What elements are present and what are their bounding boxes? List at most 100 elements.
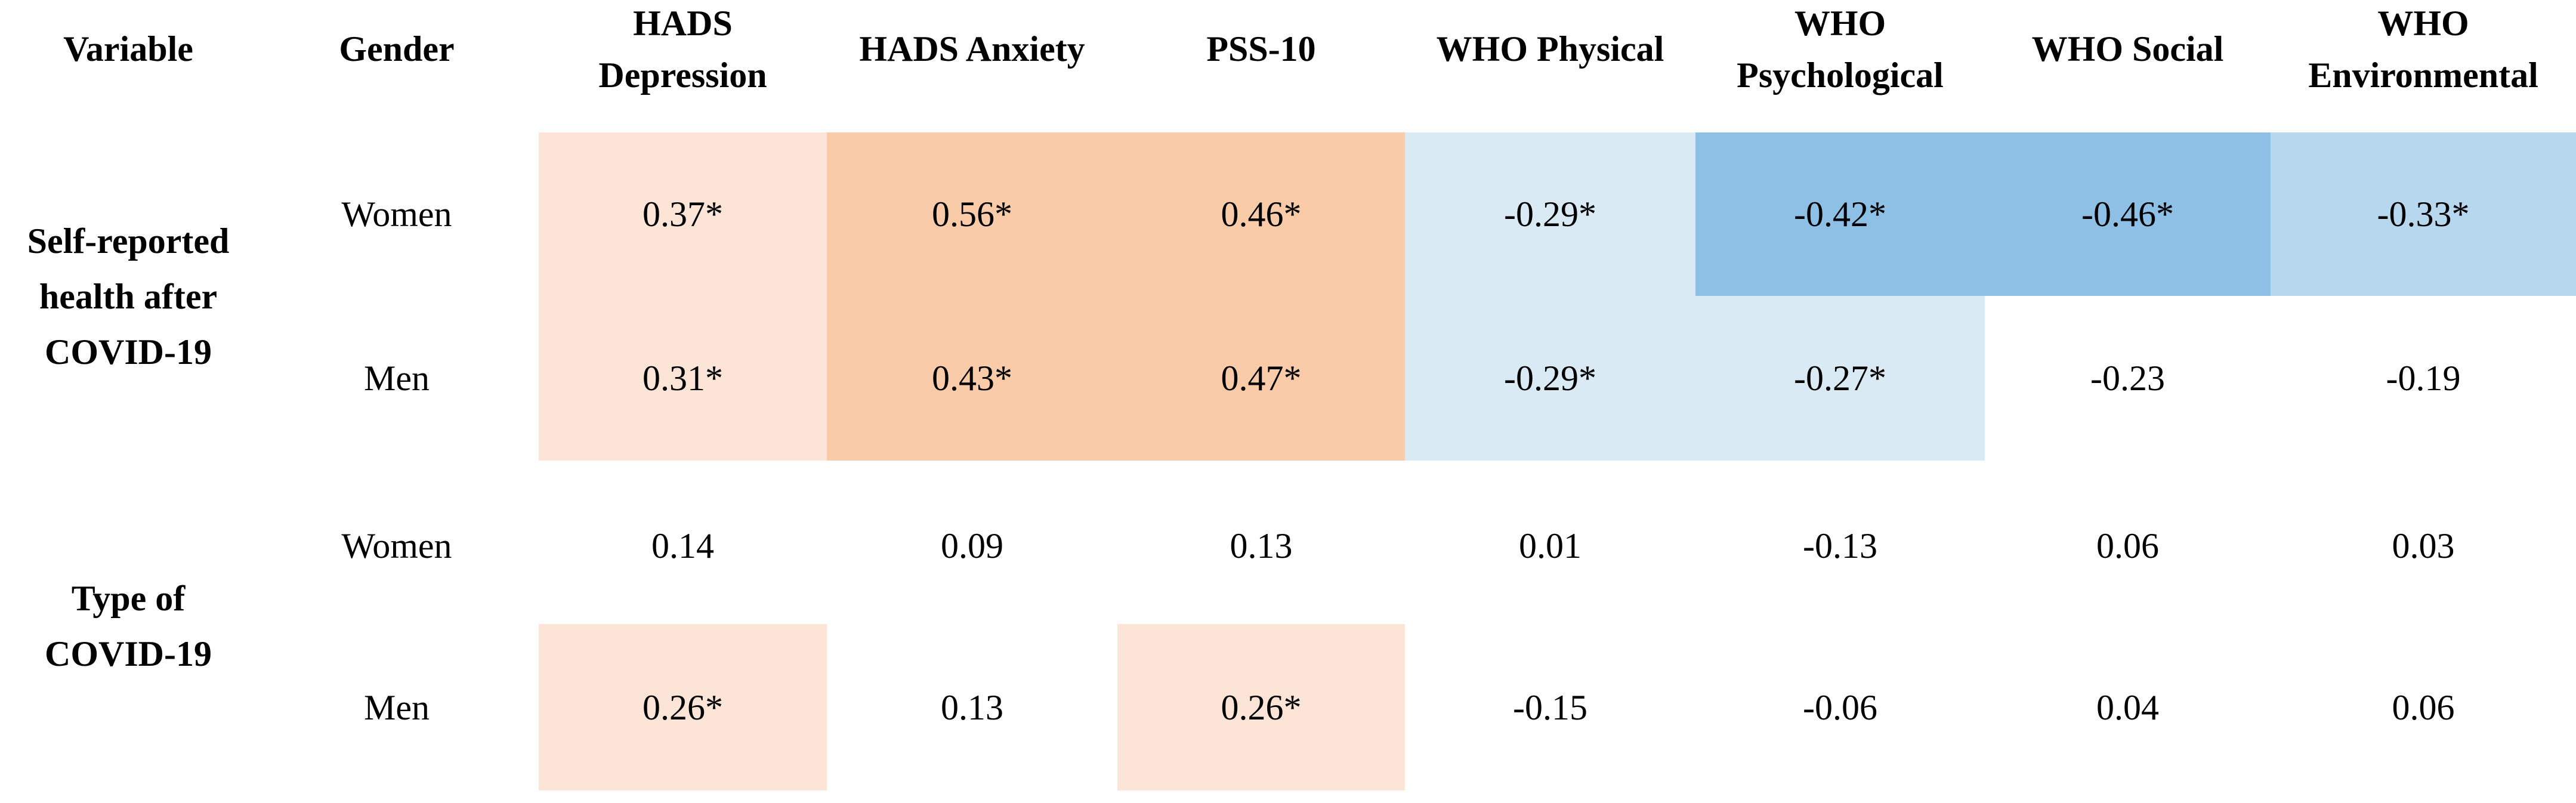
value-cell: 0.09 xyxy=(827,477,1117,614)
correlation-value: -0.46* xyxy=(2081,194,2174,234)
value-cell: 0.43* xyxy=(827,296,1117,461)
correlation-value: -0.15 xyxy=(1513,687,1587,727)
gender-label: Women xyxy=(341,194,452,234)
correlation-value: 0.43* xyxy=(932,359,1012,398)
header-label: PSS-10 xyxy=(1206,29,1316,69)
value-cell: -0.27* xyxy=(1695,296,1985,461)
correlation-value: -0.13 xyxy=(1803,526,1877,566)
correlation-value: 0.13 xyxy=(1230,526,1293,566)
correlation-value: 0.06 xyxy=(2392,687,2455,727)
variable-label-line: COVID-19 xyxy=(45,332,212,372)
value-cell: -0.29* xyxy=(1405,132,1695,296)
value-cell: 0.26* xyxy=(539,624,827,790)
header-label: Gender xyxy=(339,29,455,69)
value-cell: 0.13 xyxy=(827,624,1117,790)
gender-label-men-type: Men xyxy=(295,624,498,790)
correlation-value: 0.47* xyxy=(1221,359,1302,398)
correlation-value: 0.04 xyxy=(2096,687,2159,727)
value-cell: -0.42* xyxy=(1695,132,1985,296)
correlation-value: -0.23 xyxy=(2090,359,2165,398)
correlation-value: 0.09 xyxy=(941,526,1003,566)
correlation-value: 0.13 xyxy=(941,687,1003,727)
value-cell: 0.14 xyxy=(539,477,827,614)
correlation-value: -0.29* xyxy=(1504,194,1596,234)
value-cell: 0.03 xyxy=(2271,477,2576,614)
header-label-line2: Environmental xyxy=(2308,55,2538,95)
correlation-value: 0.31* xyxy=(643,359,723,398)
value-cell: 0.56* xyxy=(827,132,1117,296)
header-label: HADS xyxy=(633,3,733,43)
correlation-value: -0.29* xyxy=(1504,359,1596,398)
value-cell: 0.47* xyxy=(1117,296,1405,461)
value-cell: -0.29* xyxy=(1405,296,1695,461)
gender-label-men-selfreported: Men xyxy=(295,296,498,461)
row-group-label-self-reported-health: Self-reported health after COVID-19 xyxy=(0,132,257,461)
correlation-value: -0.19 xyxy=(2386,359,2461,398)
value-cell: -0.23 xyxy=(1985,296,2271,461)
value-cell: 0.46* xyxy=(1117,132,1405,296)
header-label: WHO xyxy=(2377,3,2469,43)
heat-block-pss10-men-type xyxy=(1117,624,1405,790)
correlation-value: 0.56* xyxy=(932,194,1012,234)
value-cell: 0.31* xyxy=(539,296,827,461)
header-label-line2: Psychological xyxy=(1737,55,1944,95)
correlation-value: 0.01 xyxy=(1519,526,1582,566)
heat-block-who-psychological-men xyxy=(1695,296,1985,461)
value-cell: 0.06 xyxy=(1985,477,2271,614)
column-header-who-physical: WHO Physical xyxy=(1405,0,1695,98)
correlation-value: 0.03 xyxy=(2392,526,2455,566)
column-header-who-social: WHO Social xyxy=(1985,0,2271,98)
column-header-variable: Variable xyxy=(0,0,257,98)
correlation-value: 0.26* xyxy=(1221,687,1302,727)
variable-label-line: Self-reported xyxy=(27,221,230,261)
header-label: WHO xyxy=(1794,3,1886,43)
correlation-value: 0.37* xyxy=(643,194,723,234)
value-cell: -0.15 xyxy=(1405,624,1695,790)
row-group-label-type-of-covid19: Type of COVID-19 xyxy=(0,465,257,787)
gender-label-women-selfreported: Women xyxy=(295,132,498,296)
correlation-value: 0.46* xyxy=(1221,194,1302,234)
column-header-pss10: PSS-10 xyxy=(1117,0,1405,98)
heat-block-hads-depression-men-type xyxy=(539,624,827,790)
header-label-line2: Depression xyxy=(598,55,767,95)
column-header-who-environmental: WHO Environmental xyxy=(2271,0,2576,98)
variable-label-line: COVID-19 xyxy=(45,634,212,674)
correlation-value: 0.06 xyxy=(2096,526,2159,566)
value-cell: 0.26* xyxy=(1117,624,1405,790)
header-label: HADS Anxiety xyxy=(859,29,1085,69)
correlation-value: -0.06 xyxy=(1803,687,1877,727)
gender-label: Women xyxy=(341,526,452,566)
heat-block-who-environmental-women xyxy=(2271,132,2576,296)
value-cell: -0.13 xyxy=(1695,477,1985,614)
header-label: WHO Physical xyxy=(1436,29,1664,69)
correlation-value: 0.14 xyxy=(651,526,714,566)
heat-block-who-physical-selfreported xyxy=(1405,132,1695,461)
value-cell: 0.06 xyxy=(2271,624,2576,790)
gender-label: Men xyxy=(364,687,430,727)
column-header-who-psychological: WHO Psychological xyxy=(1695,0,1985,98)
value-cell: 0.01 xyxy=(1405,477,1695,614)
correlation-value: -0.27* xyxy=(1794,359,1886,398)
value-cell: 0.37* xyxy=(539,132,827,296)
value-cell: 0.04 xyxy=(1985,624,2271,790)
column-header-hads-depression: HADS Depression xyxy=(539,0,827,98)
value-cell: 0.13 xyxy=(1117,477,1405,614)
column-header-gender: Gender xyxy=(295,0,498,98)
header-label: WHO Social xyxy=(2031,29,2224,69)
variable-label-line: Type of xyxy=(71,579,186,618)
value-cell: -0.46* xyxy=(1985,132,2271,296)
correlation-value: 0.26* xyxy=(643,687,723,727)
heat-block-hads-anxiety-pss10-selfreported xyxy=(827,132,1405,461)
value-cell: -0.19 xyxy=(2271,296,2576,461)
column-header-hads-anxiety: HADS Anxiety xyxy=(827,0,1117,98)
heat-block-hads-depression-selfreported xyxy=(539,132,827,461)
correlation-value: -0.42* xyxy=(1794,194,1886,234)
value-cell: -0.33* xyxy=(2271,132,2576,296)
gender-label: Men xyxy=(364,359,430,398)
variable-label-line: health after xyxy=(39,276,218,316)
gender-label-women-type: Women xyxy=(295,477,498,614)
header-label: Variable xyxy=(63,29,193,69)
heat-block-who-psychological-social-women xyxy=(1695,132,2271,296)
correlation-value: -0.33* xyxy=(2377,194,2470,234)
